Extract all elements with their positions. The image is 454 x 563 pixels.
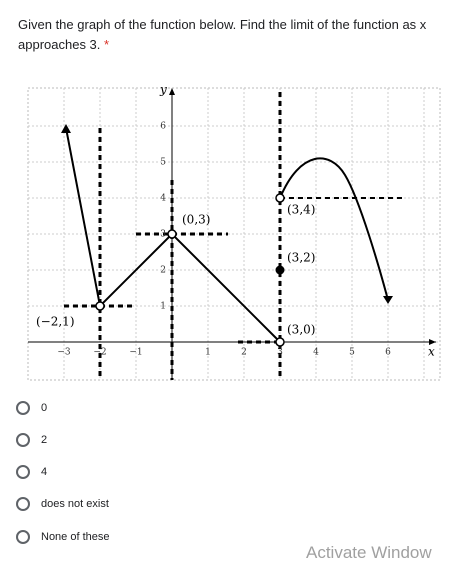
x-tick-label: 4: [313, 348, 319, 358]
option[interactable]: 4: [16, 465, 47, 479]
function-curve: [65, 127, 389, 343]
y-tick-label: 1: [160, 302, 166, 312]
arrow: [61, 124, 71, 133]
option-text: 4: [41, 466, 48, 478]
point-label: (3,0): [287, 323, 315, 337]
axis-label: x: [428, 345, 435, 359]
option[interactable]: 0: [16, 401, 47, 415]
y-tick-label: 4: [160, 194, 166, 204]
arrow: [383, 296, 393, 304]
point-label: (−2,1): [36, 315, 75, 329]
point-label: (0,3): [182, 213, 210, 227]
closed-point: [275, 265, 285, 275]
question-text: approaches 3.: [18, 37, 101, 52]
option-text: does not exist: [41, 498, 109, 510]
option[interactable]: 2: [16, 433, 47, 447]
open-point: [275, 337, 285, 347]
x-tick-label: −3: [57, 348, 71, 358]
grid: [28, 88, 440, 380]
open-point: [275, 193, 285, 203]
x-tick-label: 5: [349, 348, 355, 358]
arrow: [429, 339, 436, 345]
question-line: Given the graph of the function below. F…: [18, 17, 427, 32]
x-tick-label: −2: [93, 348, 106, 358]
x-tick-label: 3: [277, 348, 283, 358]
x-tick-label: 2: [241, 348, 247, 358]
open-point: [167, 229, 177, 239]
required-mark: *: [104, 37, 110, 52]
y-tick-label: 2: [160, 266, 166, 276]
point-label: (3,4): [287, 203, 315, 217]
x-tick-label: −1: [129, 348, 142, 358]
arrow: [169, 88, 175, 95]
option[interactable]: None of these: [16, 530, 110, 544]
point-label: (3,2): [287, 251, 315, 265]
x-tick-label: 1: [205, 348, 211, 358]
option-text: None of these: [41, 531, 110, 543]
y-tick-label: 6: [160, 122, 166, 132]
y-tick-label: 3: [160, 230, 166, 240]
option-text: 2: [41, 434, 48, 446]
dashed-guides: [64, 92, 405, 380]
question-line: approaches 3. *: [18, 37, 109, 52]
function-graph: (−2,1) (0,3) (3,4) (3,2) (3,0) x y −3 −2 −…: [27, 83, 441, 381]
option[interactable]: does not exist: [16, 497, 109, 511]
x-tick-label: 6: [385, 348, 391, 358]
y-tick-label: 5: [160, 158, 166, 168]
open-point: [95, 301, 105, 311]
watermark: Activate Window: [306, 543, 432, 562]
option-text: 0: [41, 402, 48, 414]
axis-label: y: [159, 83, 167, 97]
